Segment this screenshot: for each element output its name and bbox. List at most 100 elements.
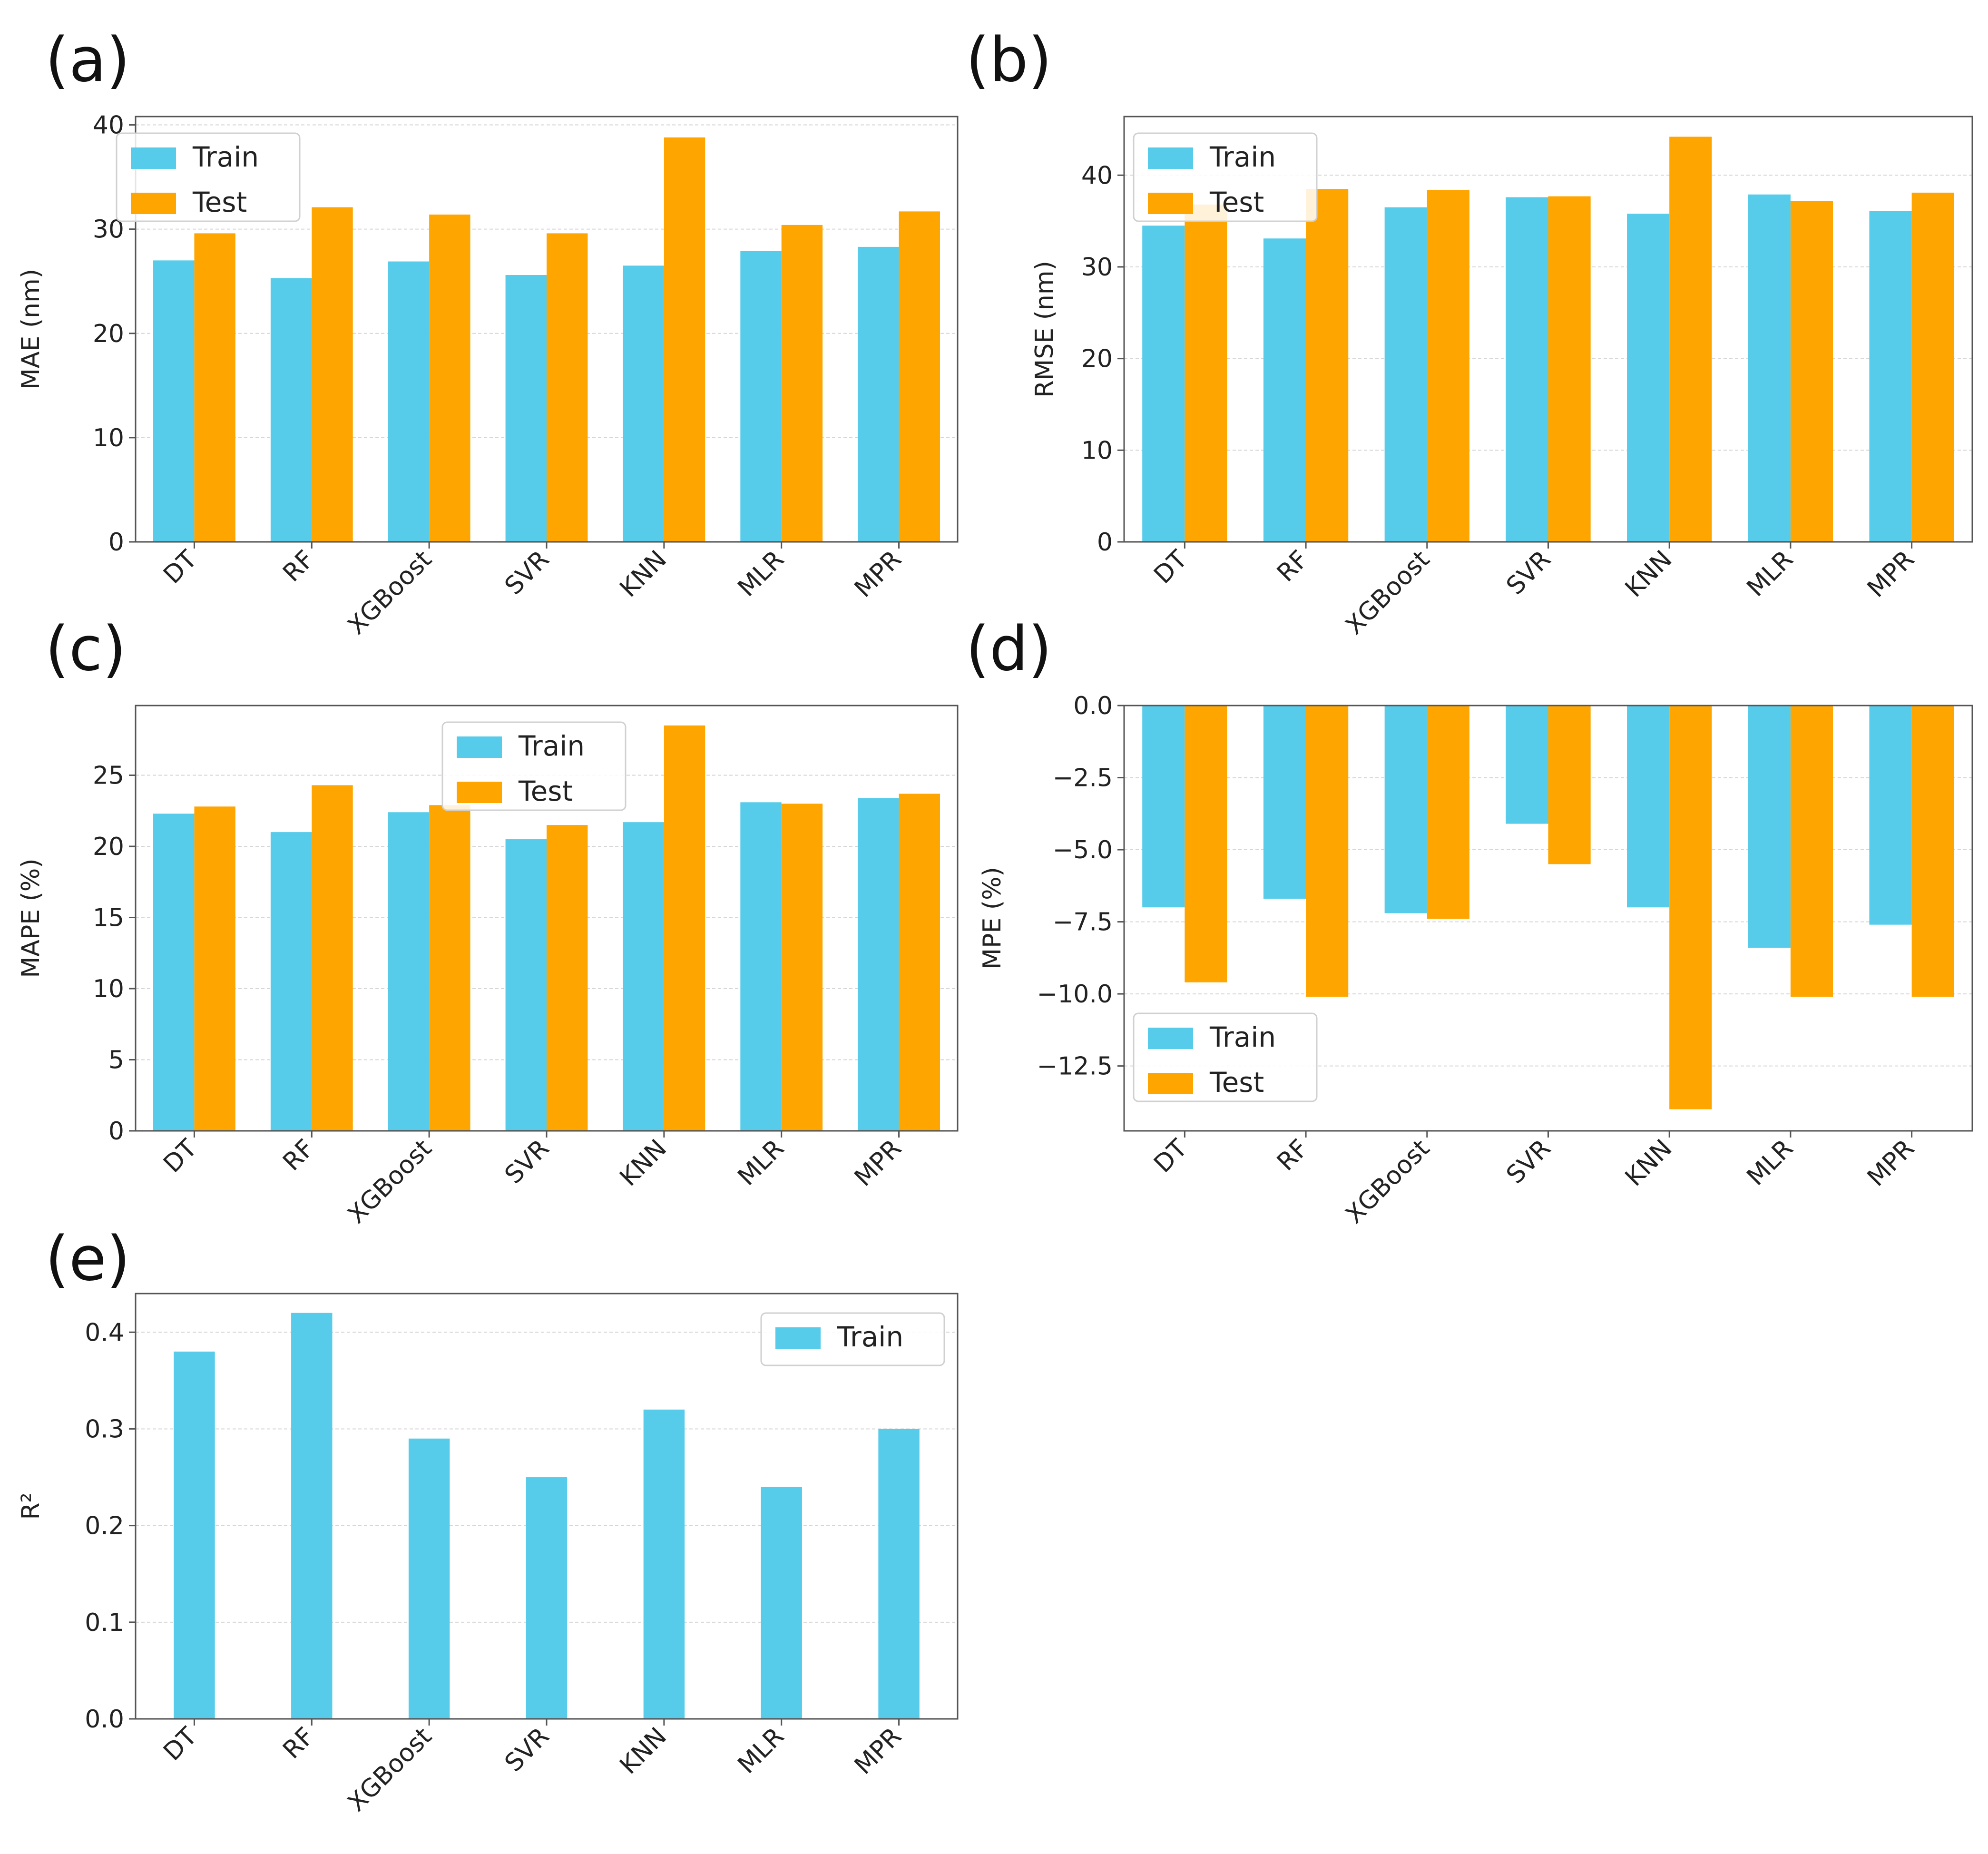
legend-swatch-test (1148, 193, 1193, 214)
bar-train-xgboost (408, 1438, 450, 1719)
bar-train-knn (643, 1409, 685, 1719)
panel-c: (c) 0 5 10 15 20 25 DT RF XGBoost SVR KNN MLR MPR MAPE… (17, 614, 959, 1229)
bar-train-rf (291, 1313, 333, 1719)
legend-swatch-train (1148, 147, 1193, 169)
y-tick-label: 10 (93, 424, 124, 452)
bar-train-svr (505, 275, 547, 542)
x-tick-label: MLR (733, 1134, 790, 1191)
bar-test-mlr (781, 225, 823, 542)
x-tick-label: MLR (1742, 1134, 1799, 1191)
y-axis-label: MAPE (%) (17, 858, 45, 978)
bar-test-svr (547, 233, 588, 542)
legend: Train (760, 1312, 945, 1366)
y-tick-label: −10.0 (1037, 980, 1113, 1009)
bar-test-mlr (1790, 201, 1833, 542)
bar-test-mpr (1911, 706, 1954, 997)
bar-test-rf (312, 785, 353, 1131)
bar-test-mpr (899, 794, 940, 1131)
y-tick-label: 0 (108, 528, 124, 557)
legend-label-test: Test (1209, 186, 1264, 218)
bar-train-mpr (1869, 211, 1912, 542)
bar-test-xgboost (429, 214, 470, 542)
y-tick-label: 0.0 (1073, 692, 1113, 720)
x-tick-label: MLR (733, 1722, 790, 1779)
x-tick-label: SVR (1501, 1134, 1556, 1189)
bar-train-rf (270, 278, 312, 542)
bar-train-knn (623, 822, 664, 1131)
bar-test-rf (312, 207, 353, 542)
x-tick-label: XGBoost (342, 1722, 437, 1817)
bar-test-svr (1548, 196, 1591, 542)
y-tick-label: 15 (93, 904, 124, 932)
y-tick-label: 25 (93, 762, 124, 790)
x-tick-label: MPR (1862, 1134, 1920, 1192)
x-tick-label: MPR (849, 545, 907, 603)
bar-train-xgboost (388, 812, 430, 1131)
bar-train-dt (174, 1351, 215, 1719)
bar-test-knn (664, 725, 705, 1131)
x-tick-label: MLR (733, 545, 790, 602)
y-tick-label: −12.5 (1037, 1052, 1113, 1081)
bar-test-xgboost (1427, 190, 1469, 542)
legend-label-test: Test (192, 186, 247, 218)
panel-letter: (a) (45, 25, 130, 96)
y-tick-label: 0.4 (85, 1318, 124, 1347)
bar-train-xgboost (1384, 706, 1427, 913)
y-tick-label: −2.5 (1053, 764, 1113, 793)
bar-test-mpr (899, 211, 940, 542)
bar-test-rf (1306, 706, 1349, 997)
x-tick-label: MLR (1742, 545, 1799, 602)
legend-label-test: Test (1209, 1066, 1264, 1099)
panel-letter: (b) (966, 25, 1052, 96)
bar-train-mpr (858, 798, 899, 1131)
bar-train-rf (1263, 238, 1306, 542)
bar-train-rf (270, 832, 312, 1131)
bar-test-mlr (781, 804, 823, 1131)
bar-test-xgboost (1427, 706, 1469, 919)
x-tick-label: SVR (499, 1134, 555, 1189)
y-tick-label: 30 (1081, 253, 1113, 282)
y-tick-label: 40 (1081, 161, 1113, 190)
legend-swatch-test (457, 782, 502, 803)
x-tick-label: RF (277, 545, 320, 588)
bar-train-mlr (1748, 194, 1791, 542)
y-tick-label: 5 (108, 1046, 124, 1075)
x-tick-label: DT (1148, 1134, 1193, 1178)
x-tick-label: XGBoost (342, 545, 437, 640)
bar-test-knn (664, 137, 705, 542)
bar-train-knn (623, 265, 664, 542)
x-tick-label: RF (1272, 1134, 1314, 1177)
x-tick-label: DT (158, 1134, 202, 1178)
bar-train-dt (1142, 706, 1185, 908)
legend-label-train: Train (837, 1321, 903, 1353)
bar-train-rf (1263, 706, 1306, 899)
legend-swatch-test (131, 193, 176, 214)
x-tick-label: DT (158, 1722, 202, 1766)
bar-train-dt (153, 814, 195, 1131)
bar-train-xgboost (388, 261, 430, 542)
legend-swatch-test (1148, 1073, 1193, 1094)
legend-label-train: Train (192, 141, 259, 173)
legend-swatch-train (1148, 1028, 1193, 1049)
bar-train-dt (153, 260, 195, 542)
bar-train-mlr (1748, 706, 1791, 948)
legend: Train Test (1133, 132, 1318, 222)
y-tick-label: 0 (1097, 528, 1113, 557)
bar-train-svr (505, 839, 547, 1131)
x-tick-label: MPR (849, 1134, 907, 1192)
legend: Train Test (116, 132, 301, 222)
bar-test-xgboost (429, 805, 470, 1131)
x-tick-label: DT (1148, 545, 1193, 589)
panel-letter: (e) (45, 1224, 130, 1295)
x-tick-label: XGBoost (342, 1134, 437, 1229)
legend: Train Test (1133, 1012, 1318, 1102)
bar-test-dt (1185, 204, 1227, 542)
panel-letter: (d) (966, 614, 1052, 685)
x-tick-label: MPR (1862, 545, 1920, 603)
bar-train-mpr (878, 1429, 920, 1719)
y-tick-label: 10 (1081, 436, 1113, 465)
bar-test-dt (1185, 706, 1227, 982)
y-axis-label: RMSE (nm) (1030, 261, 1059, 398)
